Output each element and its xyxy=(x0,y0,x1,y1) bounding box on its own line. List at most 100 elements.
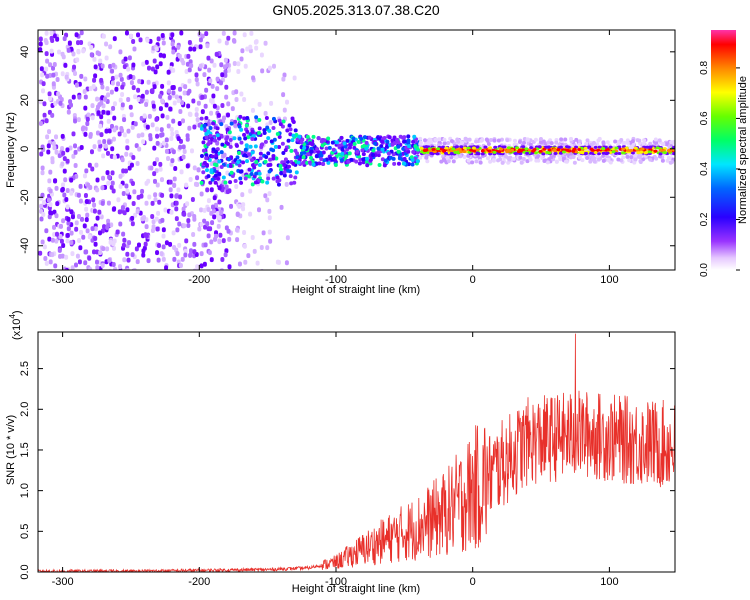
spectrogram-cell xyxy=(171,90,176,96)
spectrogram-cell xyxy=(155,226,160,232)
spectrogram-cell xyxy=(462,154,467,159)
spectrogram-cell xyxy=(265,245,270,251)
spectrogram-cell xyxy=(183,84,188,90)
spectrogram-cell xyxy=(454,145,459,149)
spectrogram-cell xyxy=(425,159,430,164)
spectrogram-ytick-label: -20 xyxy=(19,189,31,205)
spectrogram-cell xyxy=(84,249,89,255)
spectrogram-cell xyxy=(396,161,401,166)
spectrogram-cell xyxy=(50,237,55,243)
spectrogram-cell xyxy=(151,224,156,230)
spectrogram-cell xyxy=(293,128,298,133)
spectrogram-cell xyxy=(131,38,136,44)
spectrogram-cell xyxy=(248,211,253,217)
spectrogram-cell xyxy=(262,131,267,136)
spectrogram-cell xyxy=(505,138,510,143)
spectrogram-cell xyxy=(163,207,168,213)
spectrogram-cell xyxy=(588,151,593,155)
spectrogram-cell xyxy=(259,52,264,58)
spectrogram-cell xyxy=(45,73,50,79)
spectrogram-cell xyxy=(125,188,130,194)
spectrogram-cell xyxy=(365,156,370,161)
spectrogram-cell xyxy=(231,38,236,44)
spectrogram-cell xyxy=(187,78,192,84)
spectrogram-cell xyxy=(209,161,214,167)
spectrogram-cell xyxy=(105,150,110,156)
spectrogram-cell xyxy=(596,152,601,156)
spectrogram-cell xyxy=(211,121,216,126)
spectrogram-cell xyxy=(235,155,240,160)
spectrogram-cell xyxy=(47,214,52,220)
spectrogram-cell xyxy=(125,138,130,144)
spectrogram-cell xyxy=(201,140,206,145)
spectrogram-cells xyxy=(38,30,675,270)
spectrogram-cell xyxy=(40,144,45,150)
spectrogram-cell xyxy=(54,149,59,155)
spectrogram-cell xyxy=(250,107,255,113)
spectrogram-cell xyxy=(177,53,182,59)
spectrogram-cell xyxy=(140,216,145,222)
spectrogram-cell xyxy=(109,222,114,228)
spectrogram-cell xyxy=(459,150,464,154)
spectrogram-cell xyxy=(172,100,177,106)
spectrogram-cell xyxy=(174,216,179,222)
spectrogram-cell xyxy=(156,257,161,263)
spectrogram-cell xyxy=(216,223,221,229)
spectrogram-cell xyxy=(144,224,149,230)
spectrogram-cell xyxy=(326,160,331,165)
spectrogram-cell xyxy=(316,136,321,141)
colorbar-ticks: 0.0 0.2 0.4 0.6 0.8 xyxy=(699,61,740,277)
spectrogram-cell xyxy=(510,148,515,152)
spectrogram-cell xyxy=(165,114,170,120)
spectrogram-cell xyxy=(243,259,248,265)
spectrogram-cell xyxy=(236,160,241,165)
spectrogram-cell xyxy=(276,182,281,187)
spectrogram-cell xyxy=(219,150,224,155)
spectrogram-cell xyxy=(158,161,163,167)
spectrogram-cell xyxy=(268,238,273,244)
spectrogram-cell xyxy=(84,168,89,174)
spectrogram-cell xyxy=(60,161,65,167)
spectrogram-cell xyxy=(224,40,229,46)
spectrogram-cell xyxy=(641,141,646,146)
snr-xtick-label: 0 xyxy=(470,576,476,588)
spectrogram-cell xyxy=(285,99,290,105)
spectrogram-cell xyxy=(622,141,627,146)
spectrogram-cell xyxy=(97,209,102,215)
spectrogram-cell xyxy=(101,246,106,252)
spectrogram-cell xyxy=(48,72,53,78)
spectrogram-cell xyxy=(209,239,214,245)
spectrogram-cell xyxy=(180,100,185,106)
spectrogram-cell xyxy=(672,148,675,152)
spectrogram-cell xyxy=(157,199,162,205)
spectrogram-cell xyxy=(206,198,211,204)
spectrogram-cell xyxy=(591,140,596,145)
spectrogram-cell xyxy=(250,182,255,187)
spectrogram-cell xyxy=(648,145,653,149)
spectrogram-cell xyxy=(373,141,378,146)
spectrogram-cell xyxy=(588,159,593,164)
spectrogram-cell xyxy=(302,145,307,150)
spectrogram-cell xyxy=(577,148,582,152)
spectrogram-cell xyxy=(476,152,481,156)
spectrogram-cell xyxy=(568,155,573,160)
spectrogram-cell xyxy=(290,116,295,121)
spectrogram-cell xyxy=(657,138,662,143)
spectrogram-cell xyxy=(83,94,88,100)
spectrogram-cell xyxy=(276,259,281,265)
spectrogram-cell xyxy=(271,63,276,69)
spectrogram-cell xyxy=(528,157,533,162)
spectrogram-cell xyxy=(234,89,239,95)
spectrogram-cell xyxy=(61,150,66,156)
spectrogram-cell xyxy=(101,153,106,159)
spectrogram-cell xyxy=(182,223,187,229)
spectrogram-cell xyxy=(433,137,438,142)
spectrogram-cell xyxy=(188,177,193,183)
spectrogram-cell xyxy=(251,75,256,81)
spectrogram-cell xyxy=(648,157,653,162)
spectrogram-cell xyxy=(187,125,192,131)
spectrogram-cell xyxy=(246,135,251,140)
spectrogram-cell xyxy=(272,137,277,142)
spectrogram-cell xyxy=(105,246,110,252)
spectrogram-cell xyxy=(527,148,532,152)
